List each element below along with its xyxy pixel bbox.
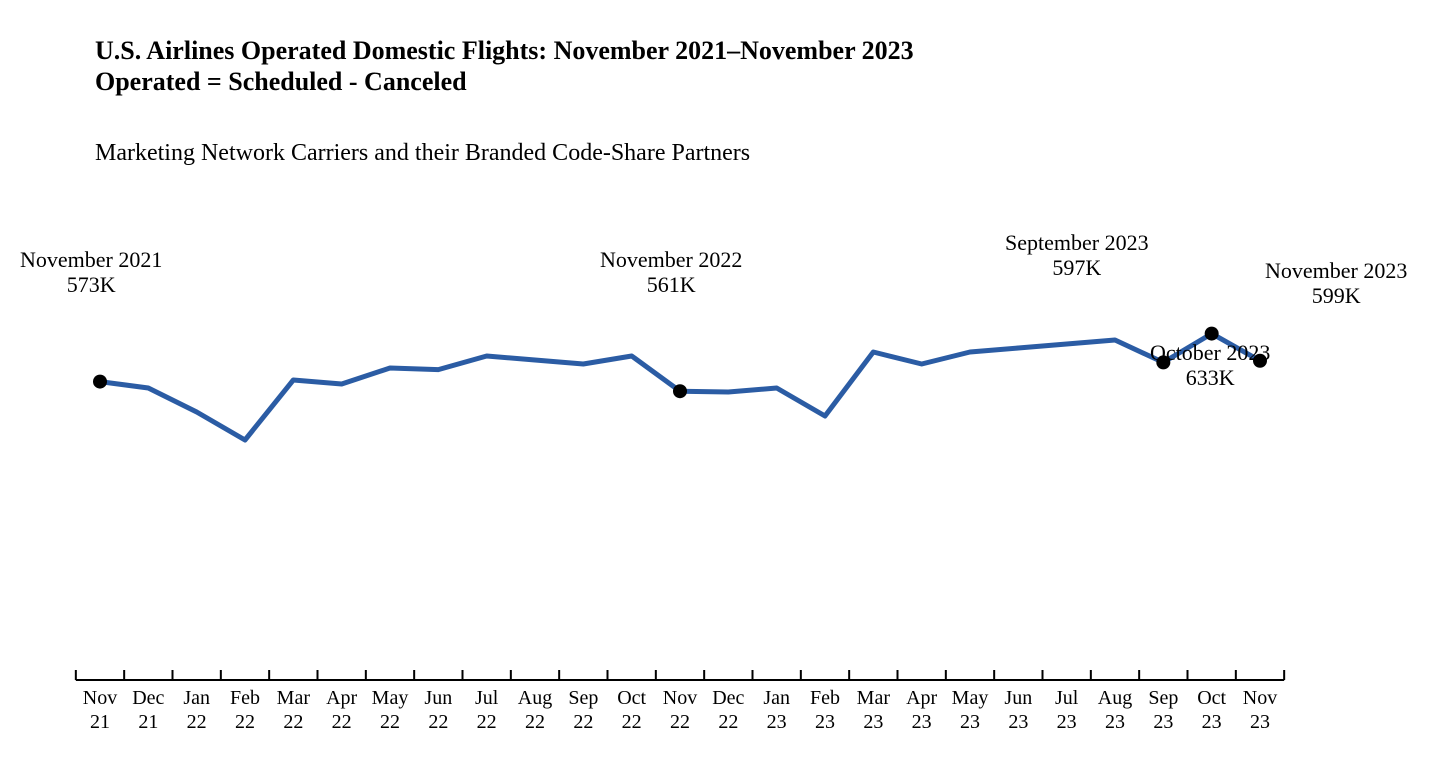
x-tick-label-year: 22 bbox=[187, 711, 207, 733]
x-tick-label-month: Jan bbox=[763, 687, 790, 709]
x-tick-label-month: Dec bbox=[132, 687, 164, 709]
callout-label: September 2023 bbox=[1005, 230, 1149, 255]
data-callout: November 2021573K bbox=[20, 247, 162, 298]
x-tick-label-month: Jun bbox=[1004, 687, 1032, 709]
x-tick-label-month: Sep bbox=[568, 687, 598, 709]
x-tick-label-year: 22 bbox=[622, 711, 642, 733]
x-tick-label-year: 23 bbox=[960, 711, 980, 733]
x-tick-label-month: Sep bbox=[1148, 687, 1178, 709]
x-tick-label-month: Feb bbox=[230, 687, 260, 709]
x-tick-label-month: Jun bbox=[424, 687, 452, 709]
data-marker bbox=[93, 375, 107, 389]
x-tick-label-year: 23 bbox=[912, 711, 932, 733]
x-tick-label-month: Jul bbox=[1055, 687, 1079, 709]
x-tick-label-year: 22 bbox=[477, 711, 497, 733]
callout-value: 599K bbox=[1265, 283, 1407, 308]
data-callout: November 2022561K bbox=[600, 247, 742, 298]
x-tick-label-year: 22 bbox=[332, 711, 352, 733]
x-tick-label-month: Apr bbox=[326, 687, 357, 709]
x-tick-label-month: Jan bbox=[183, 687, 210, 709]
x-tick-label-year: 22 bbox=[670, 711, 690, 733]
x-tick-label-month: Apr bbox=[906, 687, 937, 709]
x-tick-label-year: 23 bbox=[1105, 711, 1125, 733]
callout-value: 561K bbox=[600, 272, 742, 297]
x-tick-label-month: Dec bbox=[712, 687, 744, 709]
callout-label: October 2023 bbox=[1150, 340, 1270, 365]
x-tick-label-month: Aug bbox=[518, 687, 552, 709]
x-tick-label-month: Mar bbox=[857, 687, 891, 709]
data-callout: November 2023599K bbox=[1265, 258, 1407, 309]
data-marker bbox=[1205, 327, 1219, 341]
x-tick-label-year: 22 bbox=[718, 711, 738, 733]
x-tick-label-year: 23 bbox=[1153, 711, 1173, 733]
data-callout: September 2023597K bbox=[1005, 230, 1149, 281]
x-tick-label-year: 23 bbox=[1008, 711, 1028, 733]
callout-value: 597K bbox=[1005, 255, 1149, 280]
x-tick-label-year: 23 bbox=[1250, 711, 1270, 733]
x-tick-label-year: 23 bbox=[863, 711, 883, 733]
x-tick-label-year: 23 bbox=[767, 711, 787, 733]
page-root: U.S. Airlines Operated Domestic Flights:… bbox=[0, 0, 1430, 763]
data-callout: October 2023633K bbox=[1150, 340, 1270, 391]
x-tick-label-year: 23 bbox=[1202, 711, 1222, 733]
callout-label: November 2021 bbox=[20, 247, 162, 272]
x-tick-label-year: 22 bbox=[573, 711, 593, 733]
x-tick-label-month: Aug bbox=[1098, 687, 1132, 709]
x-tick-label-year: 23 bbox=[815, 711, 835, 733]
callout-label: November 2023 bbox=[1265, 258, 1407, 283]
x-tick-label-year: 22 bbox=[283, 711, 303, 733]
x-tick-label-month: Mar bbox=[277, 687, 311, 709]
x-tick-label-month: May bbox=[952, 687, 989, 709]
x-tick-label-year: 22 bbox=[235, 711, 255, 733]
x-tick-label-month: Feb bbox=[810, 687, 840, 709]
x-tick-label-month: May bbox=[372, 687, 409, 709]
x-tick-label-year: 21 bbox=[90, 711, 110, 733]
x-tick-label-year: 22 bbox=[380, 711, 400, 733]
x-tick-label-month: Nov bbox=[83, 687, 117, 709]
x-tick-label-month: Jul bbox=[475, 687, 499, 709]
callout-label: November 2022 bbox=[600, 247, 742, 272]
callout-value: 633K bbox=[1150, 365, 1270, 390]
x-tick-label-month: Nov bbox=[663, 687, 697, 709]
x-tick-label-month: Oct bbox=[1197, 687, 1226, 709]
callout-value: 573K bbox=[20, 272, 162, 297]
x-tick-label-month: Nov bbox=[1243, 687, 1277, 709]
x-tick-label-year: 23 bbox=[1057, 711, 1077, 733]
x-tick-label-year: 21 bbox=[138, 711, 158, 733]
x-tick-label-year: 22 bbox=[428, 711, 448, 733]
x-tick-label-month: Oct bbox=[617, 687, 646, 709]
x-tick-label-year: 22 bbox=[525, 711, 545, 733]
data-marker bbox=[673, 384, 687, 398]
